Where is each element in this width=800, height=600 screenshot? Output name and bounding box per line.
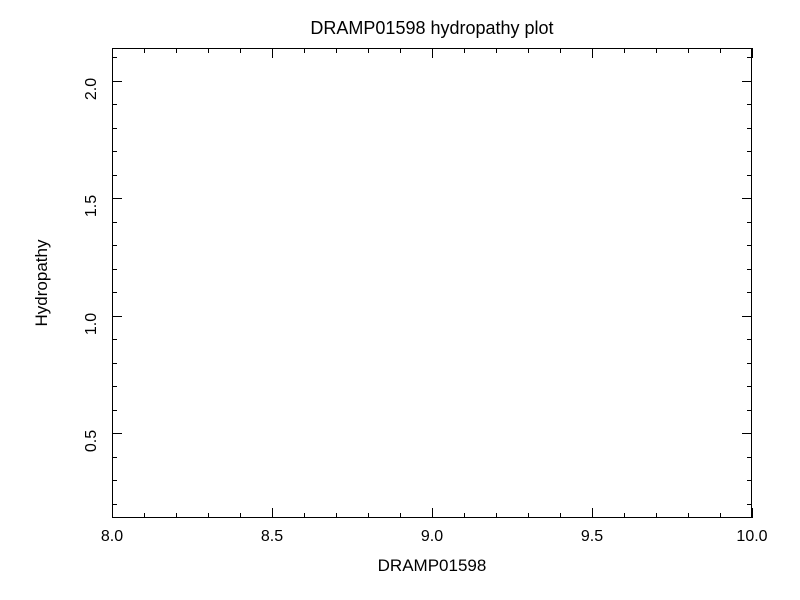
tick-mark [112,480,117,481]
tick-mark [464,48,465,53]
tick-mark [496,48,497,53]
tick-mark [688,513,689,518]
tick-mark [747,175,752,176]
y-tick-label: 0.5 [83,421,101,461]
tick-mark [464,513,465,518]
x-tick-label: 8.0 [101,528,123,546]
tick-mark [747,480,752,481]
tick-mark [112,433,122,434]
tick-mark [624,513,625,518]
tick-mark [144,513,145,518]
tick-mark [656,513,657,518]
tick-mark [112,104,117,105]
tick-mark [400,48,401,53]
tick-mark [368,48,369,53]
tick-mark [747,245,752,246]
tick-mark [560,48,561,53]
tick-mark [112,339,117,340]
tick-mark [432,48,433,58]
tick-mark [752,48,753,58]
tick-mark [742,433,752,434]
tick-mark [208,513,209,518]
tick-mark [747,363,752,364]
tick-mark [747,57,752,58]
tick-mark [688,48,689,53]
tick-mark [304,513,305,518]
x-tick-label: 10.0 [736,528,767,546]
tick-mark [112,269,117,270]
tick-mark [112,363,117,364]
tick-mark [747,151,752,152]
tick-mark [560,513,561,518]
tick-mark [747,504,752,505]
x-tick-label: 8.5 [261,528,283,546]
tick-mark [747,410,752,411]
tick-mark [272,508,273,518]
tick-mark [112,410,117,411]
tick-mark [112,508,113,518]
tick-mark [112,504,117,505]
tick-mark [528,48,529,53]
tick-mark [112,457,117,458]
tick-mark [400,513,401,518]
tick-mark [496,513,497,518]
tick-mark [112,128,117,129]
tick-mark [592,508,593,518]
tick-mark [336,513,337,518]
y-tick-label: 1.5 [83,186,101,226]
tick-mark [112,151,117,152]
tick-mark [742,81,752,82]
tick-mark [742,316,752,317]
hydropathy-chart: DRAMP01598 hydropathy plot DRAMP01598 Hy… [0,0,800,600]
tick-mark [624,48,625,53]
tick-mark [176,48,177,53]
tick-mark [747,269,752,270]
tick-mark [240,513,241,518]
chart-title: DRAMP01598 hydropathy plot [112,18,752,39]
tick-mark [742,198,752,199]
x-tick-label: 9.5 [581,528,603,546]
tick-mark [144,48,145,53]
tick-mark [208,48,209,53]
tick-mark [112,175,117,176]
x-axis-label: DRAMP01598 [112,556,752,576]
tick-mark [112,386,117,387]
tick-mark [368,513,369,518]
tick-mark [112,81,122,82]
tick-mark [432,508,433,518]
tick-mark [592,48,593,58]
tick-mark [747,222,752,223]
tick-mark [304,48,305,53]
tick-mark [747,386,752,387]
tick-mark [656,48,657,53]
tick-mark [747,457,752,458]
tick-mark [112,198,122,199]
tick-mark [112,57,117,58]
tick-mark [112,222,117,223]
tick-mark [720,48,721,53]
tick-mark [176,513,177,518]
tick-mark [747,104,752,105]
tick-mark [528,513,529,518]
tick-mark [112,292,117,293]
tick-mark [720,513,721,518]
plot-area [112,48,752,518]
y-tick-label: 1.0 [83,304,101,344]
tick-mark [240,48,241,53]
y-axis-label: Hydropathy [32,48,52,518]
tick-mark [112,316,122,317]
tick-mark [112,245,117,246]
y-tick-label: 2.0 [83,69,101,109]
x-tick-label: 9.0 [421,528,443,546]
tick-mark [752,508,753,518]
tick-mark [747,339,752,340]
tick-mark [336,48,337,53]
tick-mark [747,128,752,129]
tick-mark [272,48,273,58]
tick-mark [747,292,752,293]
